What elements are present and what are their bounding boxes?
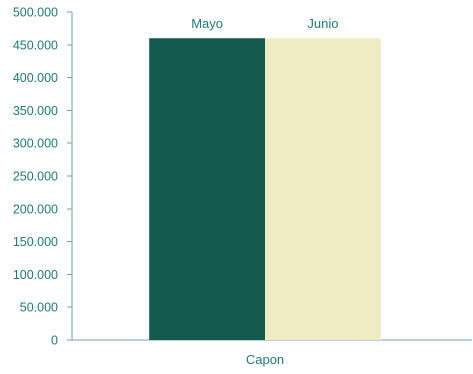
bar-mayo-capon <box>149 38 265 341</box>
y-tick-label: 350.000 <box>13 104 58 118</box>
series-label-mayo: Mayo <box>191 16 223 31</box>
y-tick-label: 300.000 <box>13 137 58 151</box>
y-tick-label: 150.000 <box>13 235 58 249</box>
y-axis: 0 50.000 100.000 150.000 200.000 250.000 300.0… <box>13 6 73 348</box>
y-tick-label: 450.000 <box>13 38 58 52</box>
series-labels: Mayo Junio <box>191 16 338 31</box>
y-tick-label: 400.000 <box>13 71 58 85</box>
y-tick-label: 100.000 <box>13 268 58 282</box>
bars <box>149 38 381 341</box>
y-tick-label: 50.000 <box>20 301 58 315</box>
y-tick-label: 0 <box>51 334 58 348</box>
category-labels: Capon <box>246 352 284 367</box>
series-label-junio: Junio <box>307 16 338 31</box>
y-tick-label: 250.000 <box>13 170 58 184</box>
category-label: Capon <box>246 352 284 367</box>
y-tick-label: 500.000 <box>13 6 58 20</box>
bar-junio-capon <box>265 38 381 341</box>
y-tick-label: 200.000 <box>13 202 58 216</box>
